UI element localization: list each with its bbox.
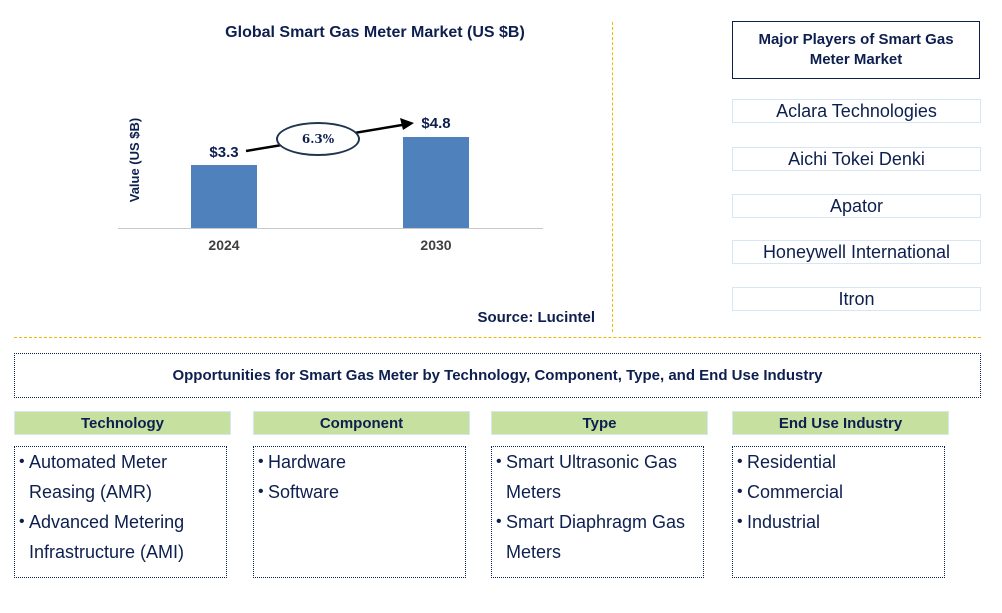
list-item: Smart Diaphragm Gas Meters bbox=[496, 507, 703, 567]
player-item: Aichi Tokei Denki bbox=[732, 147, 981, 171]
list-item: Industrial bbox=[737, 507, 944, 537]
category-heading-text: End Use Industry bbox=[778, 414, 903, 432]
player-name: Aclara Technologies bbox=[776, 100, 937, 121]
category-heading-text: Technology bbox=[80, 414, 165, 432]
players-title-text: Major Players of Smart Gas Meter Market bbox=[758, 31, 954, 68]
bar-2030 bbox=[403, 137, 469, 228]
x-axis-line bbox=[118, 228, 543, 229]
vertical-divider bbox=[612, 22, 613, 332]
player-item: Apator bbox=[732, 194, 981, 218]
player-item: Itron bbox=[732, 287, 981, 311]
category-heading-text: Type bbox=[582, 414, 617, 432]
category-heading-technology: Technology bbox=[14, 411, 231, 435]
list-item: Residential bbox=[737, 447, 944, 477]
chart-title: Global Smart Gas Meter Market (US $B) bbox=[225, 24, 525, 41]
player-item: Honeywell International bbox=[732, 240, 981, 264]
player-name: Honeywell International bbox=[762, 241, 951, 262]
player-item: Aclara Technologies bbox=[732, 99, 981, 123]
list-item: Commercial bbox=[737, 477, 944, 507]
horizontal-divider bbox=[14, 337, 981, 338]
player-name: Aichi Tokei Denki bbox=[788, 148, 925, 169]
list-item: Automated Meter Reasing (AMR) bbox=[19, 447, 226, 507]
category-heading-type: Type bbox=[491, 411, 708, 435]
x-tick-label: 2030 bbox=[420, 237, 452, 253]
source-label: Source: Lucintel bbox=[477, 309, 595, 326]
cagr-ellipse: 6.3% bbox=[276, 122, 360, 156]
category-list-component: Hardware Software bbox=[253, 446, 466, 578]
category-list-type: Smart Ultrasonic Gas Meters Smart Diaphr… bbox=[491, 446, 704, 578]
list-item: Advanced Metering Infrastructure (AMI) bbox=[19, 507, 226, 567]
category-heading-end-use: End Use Industry bbox=[732, 411, 949, 435]
category-list-end-use: Residential Commercial Industrial bbox=[732, 446, 945, 578]
category-heading-component: Component bbox=[253, 411, 470, 435]
bar-value-label: $3.3 bbox=[209, 144, 239, 161]
player-name: Apator bbox=[829, 195, 884, 216]
category-heading-text: Component bbox=[319, 414, 404, 432]
list-item: Hardware bbox=[258, 447, 465, 477]
x-tick-label: 2024 bbox=[208, 237, 240, 253]
cagr-value: 6.3% bbox=[301, 132, 335, 146]
bar-2024 bbox=[191, 165, 257, 228]
y-axis-label: Value (US $B) bbox=[127, 117, 142, 203]
list-item: Smart Ultrasonic Gas Meters bbox=[496, 447, 703, 507]
opportunities-title: Opportunities for Smart Gas Meter by Tec… bbox=[14, 353, 981, 398]
player-name: Itron bbox=[838, 288, 875, 309]
players-title: Major Players of Smart Gas Meter Market bbox=[732, 21, 980, 79]
bar-value-label: $4.8 bbox=[421, 115, 451, 132]
opportunities-title-text: Opportunities for Smart Gas Meter by Tec… bbox=[172, 367, 823, 384]
category-list-technology: Automated Meter Reasing (AMR) Advanced M… bbox=[14, 446, 227, 578]
list-item: Software bbox=[258, 477, 465, 507]
